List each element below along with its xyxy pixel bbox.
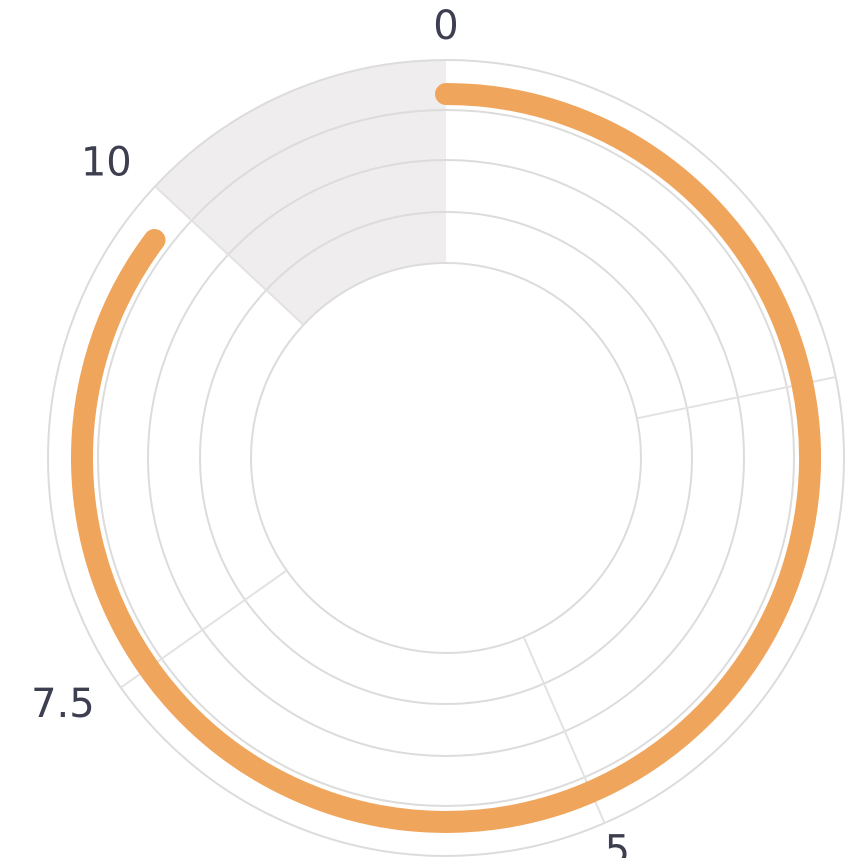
grid-ring <box>199 211 693 705</box>
grid-ring <box>250 262 642 654</box>
grid-spoke <box>154 185 305 326</box>
angular-tick-label: 0 <box>433 3 458 49</box>
grid-ring <box>147 159 745 757</box>
value-arc <box>71 83 821 833</box>
angular-tick-label: 5 <box>605 827 630 858</box>
grid-ring <box>97 109 795 807</box>
angular-tick-label: 7.5 <box>31 681 95 727</box>
gap-sector <box>155 60 446 325</box>
angular-tick-label: 10 <box>81 140 132 186</box>
grid-ring <box>47 59 845 857</box>
